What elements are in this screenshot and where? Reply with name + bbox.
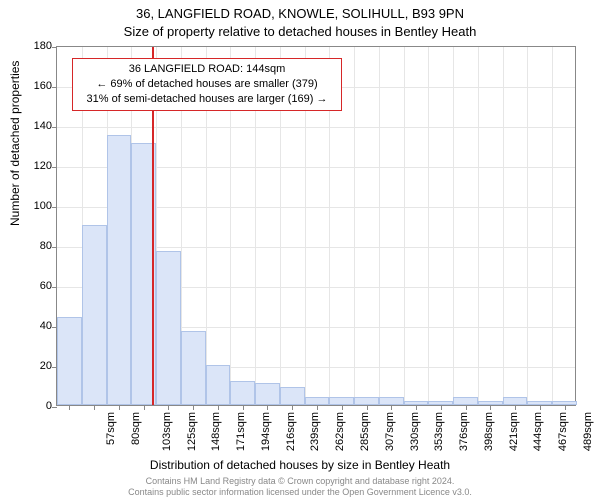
ytick-label: 120 [12,160,52,172]
histogram-bar [453,397,478,405]
xtick-label: 307sqm [384,412,396,451]
histogram-bar [503,397,528,405]
histogram-bar [552,401,577,405]
ytick-label: 180 [12,40,52,52]
xtick-label: 444sqm [532,412,544,451]
histogram-bar [428,401,453,405]
xtick-label: 171sqm [235,412,247,451]
annotation-line: 31% of semi-detached houses are larger (… [79,92,335,107]
chart-title-sub: Size of property relative to detached ho… [0,24,600,39]
ytick-label: 60 [12,280,52,292]
histogram-bar [107,135,132,405]
xtick-label: 80sqm [130,412,142,445]
histogram-bar [181,331,206,405]
xtick-label: 194sqm [260,412,272,451]
xtick-label: 285sqm [359,412,371,451]
ytick-label: 80 [12,240,52,252]
xtick-label: 262sqm [334,412,346,451]
xtick-label: 148sqm [211,412,223,451]
histogram-bar [230,381,255,405]
annotation-box: 36 LANGFIELD ROAD: 144sqm← 69% of detach… [72,58,342,111]
histogram-bar [82,225,107,405]
footer-line-1: Contains HM Land Registry data © Crown c… [146,476,455,486]
histogram-bar [57,317,82,405]
footer-text: Contains HM Land Registry data © Crown c… [0,476,600,498]
footer-line-2: Contains public sector information licen… [128,487,472,497]
xtick-label: 125sqm [186,412,198,451]
chart-title-main: 36, LANGFIELD ROAD, KNOWLE, SOLIHULL, B9… [0,6,600,21]
histogram-bar [156,251,181,405]
histogram-bar [329,397,354,405]
histogram-bar [404,401,429,405]
histogram-bar [280,387,305,405]
ytick-label: 20 [12,360,52,372]
xtick-label: 57sqm [105,412,117,445]
ytick-label: 0 [12,400,52,412]
x-axis-label: Distribution of detached houses by size … [0,458,600,472]
histogram-bar [478,401,503,405]
ytick-label: 100 [12,200,52,212]
xtick-label: 467sqm [557,412,569,451]
ytick-label: 160 [12,80,52,92]
histogram-bar [379,397,404,405]
xtick-label: 239sqm [310,412,322,451]
ytick-label: 40 [12,320,52,332]
histogram-bar [354,397,379,405]
histogram-bar [527,401,552,405]
histogram-bar [206,365,231,405]
ytick-label: 140 [12,120,52,132]
xtick-label: 489sqm [582,412,594,451]
histogram-bar [255,383,280,405]
xtick-label: 398sqm [483,412,495,451]
annotation-line: ← 69% of detached houses are smaller (37… [79,77,335,92]
histogram-bar [305,397,330,405]
xtick-label: 353sqm [433,412,445,451]
xtick-label: 421sqm [508,412,520,451]
xtick-label: 103sqm [161,412,173,451]
annotation-line: 36 LANGFIELD ROAD: 144sqm [79,62,335,77]
xtick-label: 330sqm [409,412,421,451]
xtick-label: 216sqm [285,412,297,451]
xtick-label: 376sqm [458,412,470,451]
